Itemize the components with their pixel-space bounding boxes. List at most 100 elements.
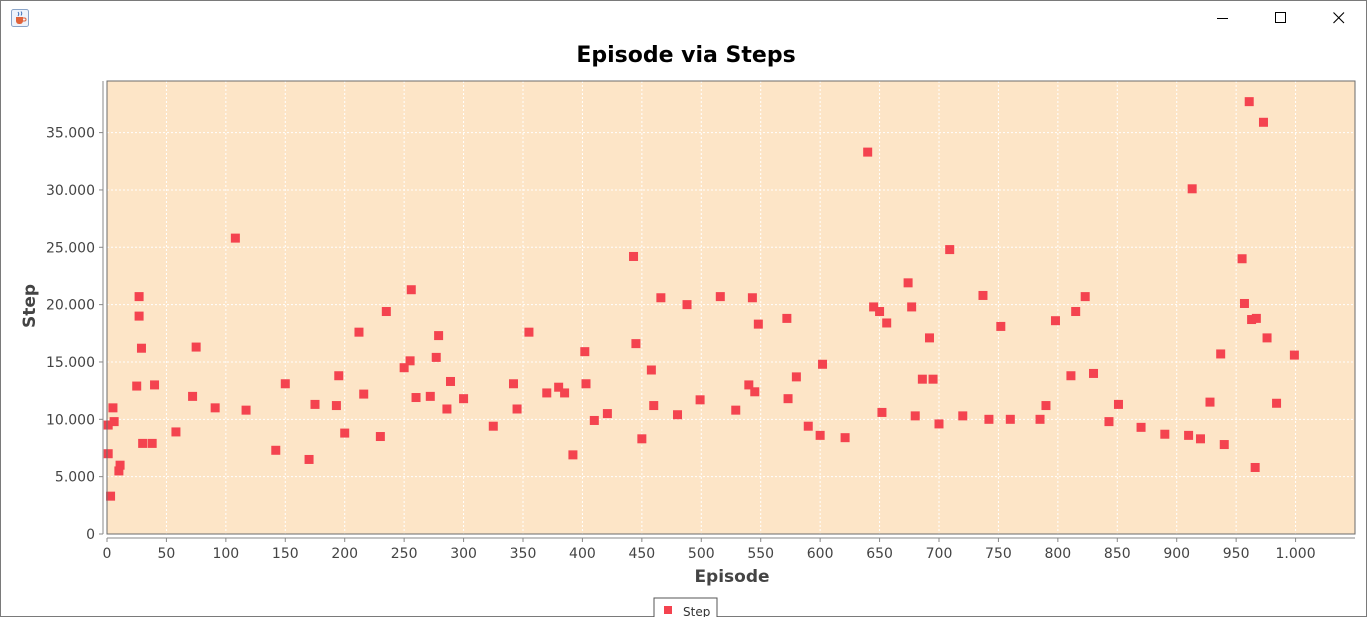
x-tick-label: 150 bbox=[272, 546, 299, 562]
y-tick-label: 15.000 bbox=[46, 355, 95, 371]
data-point bbox=[602, 409, 612, 419]
data-point bbox=[109, 417, 119, 427]
java-cup-icon[interactable] bbox=[11, 9, 29, 27]
data-point bbox=[1041, 401, 1051, 411]
data-point bbox=[411, 393, 421, 403]
data-point bbox=[304, 454, 314, 464]
data-point bbox=[924, 333, 934, 343]
legend-marker bbox=[664, 606, 672, 614]
minimize-icon bbox=[1217, 18, 1228, 19]
data-point bbox=[554, 382, 564, 392]
data-point bbox=[375, 432, 385, 442]
data-point bbox=[1089, 368, 1099, 378]
data-points bbox=[103, 97, 1299, 501]
y-axis-ticks: 0 5.000 10.000 15.000 20.000 25.000 30.000 35.0… bbox=[46, 126, 103, 543]
data-point bbox=[210, 403, 220, 413]
data-point bbox=[1080, 292, 1090, 302]
data-point bbox=[1104, 417, 1114, 427]
data-point bbox=[910, 411, 920, 421]
data-point bbox=[863, 147, 873, 157]
data-point bbox=[875, 307, 885, 317]
y-tick-label: 25.000 bbox=[46, 240, 95, 256]
x-tick-label: 550 bbox=[747, 546, 774, 562]
data-point bbox=[103, 449, 113, 459]
data-point bbox=[136, 343, 146, 353]
plot-border bbox=[106, 80, 1356, 535]
x-axis-ticks: 0 50 100 150 200 250 300 350 400 450 500 550 600 650 7… bbox=[103, 538, 1316, 562]
data-point bbox=[334, 371, 344, 381]
data-point bbox=[1136, 422, 1146, 432]
data-point bbox=[560, 388, 570, 398]
data-point bbox=[1258, 117, 1268, 127]
data-point bbox=[132, 381, 142, 391]
data-point bbox=[445, 376, 455, 386]
data-point bbox=[425, 391, 435, 401]
close-button[interactable] bbox=[1310, 1, 1367, 35]
data-point bbox=[150, 380, 160, 390]
data-point bbox=[629, 251, 639, 261]
y-tick-label: 5.000 bbox=[55, 470, 95, 486]
data-point bbox=[354, 327, 364, 337]
data-point bbox=[542, 388, 552, 398]
x-tick-label: 700 bbox=[926, 546, 953, 562]
data-point bbox=[1272, 398, 1282, 408]
data-point bbox=[984, 414, 994, 424]
minimize-button[interactable] bbox=[1194, 1, 1252, 35]
data-point bbox=[649, 401, 659, 411]
data-point bbox=[646, 365, 656, 375]
x-tick-label: 500 bbox=[688, 546, 715, 562]
maximize-button[interactable] bbox=[1252, 1, 1310, 35]
data-point bbox=[1247, 315, 1257, 325]
data-point bbox=[568, 450, 578, 460]
x-tick-label: 650 bbox=[866, 546, 893, 562]
title-bar[interactable] bbox=[1, 1, 1366, 35]
data-point bbox=[580, 347, 590, 357]
close-icon bbox=[1333, 12, 1345, 24]
chart-panel: Episode via Steps 0 50 100 150 200 250 300 350 4… bbox=[20, 43, 1356, 617]
data-point bbox=[1251, 313, 1261, 323]
data-point bbox=[882, 318, 892, 328]
data-point bbox=[459, 394, 469, 404]
data-point bbox=[188, 391, 198, 401]
data-point bbox=[1066, 371, 1076, 381]
y-tick-label: 30.000 bbox=[46, 183, 95, 199]
data-point bbox=[340, 428, 350, 438]
data-point bbox=[589, 415, 599, 425]
data-point bbox=[907, 302, 917, 312]
y-axis-label: Step bbox=[20, 284, 40, 328]
data-point bbox=[138, 438, 148, 448]
data-point bbox=[637, 434, 647, 444]
data-point bbox=[230, 233, 240, 243]
data-point bbox=[1050, 316, 1060, 326]
data-point bbox=[631, 339, 641, 349]
data-point bbox=[1250, 462, 1260, 472]
data-point bbox=[750, 387, 760, 397]
axes bbox=[102, 80, 1356, 539]
x-tick-label: 350 bbox=[510, 546, 537, 562]
y-tick-label: 35.000 bbox=[46, 126, 95, 142]
x-tick-label: 950 bbox=[1223, 546, 1250, 562]
x-tick-label: 250 bbox=[391, 546, 418, 562]
x-tick-label: 0 bbox=[103, 546, 112, 562]
data-point bbox=[1244, 97, 1254, 107]
data-point bbox=[928, 374, 938, 384]
data-point bbox=[673, 410, 683, 420]
data-point bbox=[512, 404, 522, 414]
data-point bbox=[1219, 440, 1229, 450]
x-tick-label: 1.000 bbox=[1276, 546, 1316, 562]
data-point bbox=[1195, 434, 1205, 444]
data-point bbox=[1239, 298, 1249, 308]
data-point bbox=[656, 293, 666, 303]
data-point bbox=[103, 420, 113, 430]
data-point bbox=[108, 403, 118, 413]
data-point bbox=[791, 372, 801, 382]
data-point bbox=[783, 394, 793, 404]
data-point bbox=[405, 356, 415, 366]
data-point bbox=[747, 293, 757, 303]
data-point bbox=[331, 401, 341, 411]
data-point bbox=[1035, 414, 1045, 424]
data-point bbox=[958, 411, 968, 421]
x-axis-label: Episode bbox=[694, 567, 769, 587]
legend-label: Step bbox=[683, 605, 710, 617]
plot-area bbox=[107, 81, 1355, 534]
